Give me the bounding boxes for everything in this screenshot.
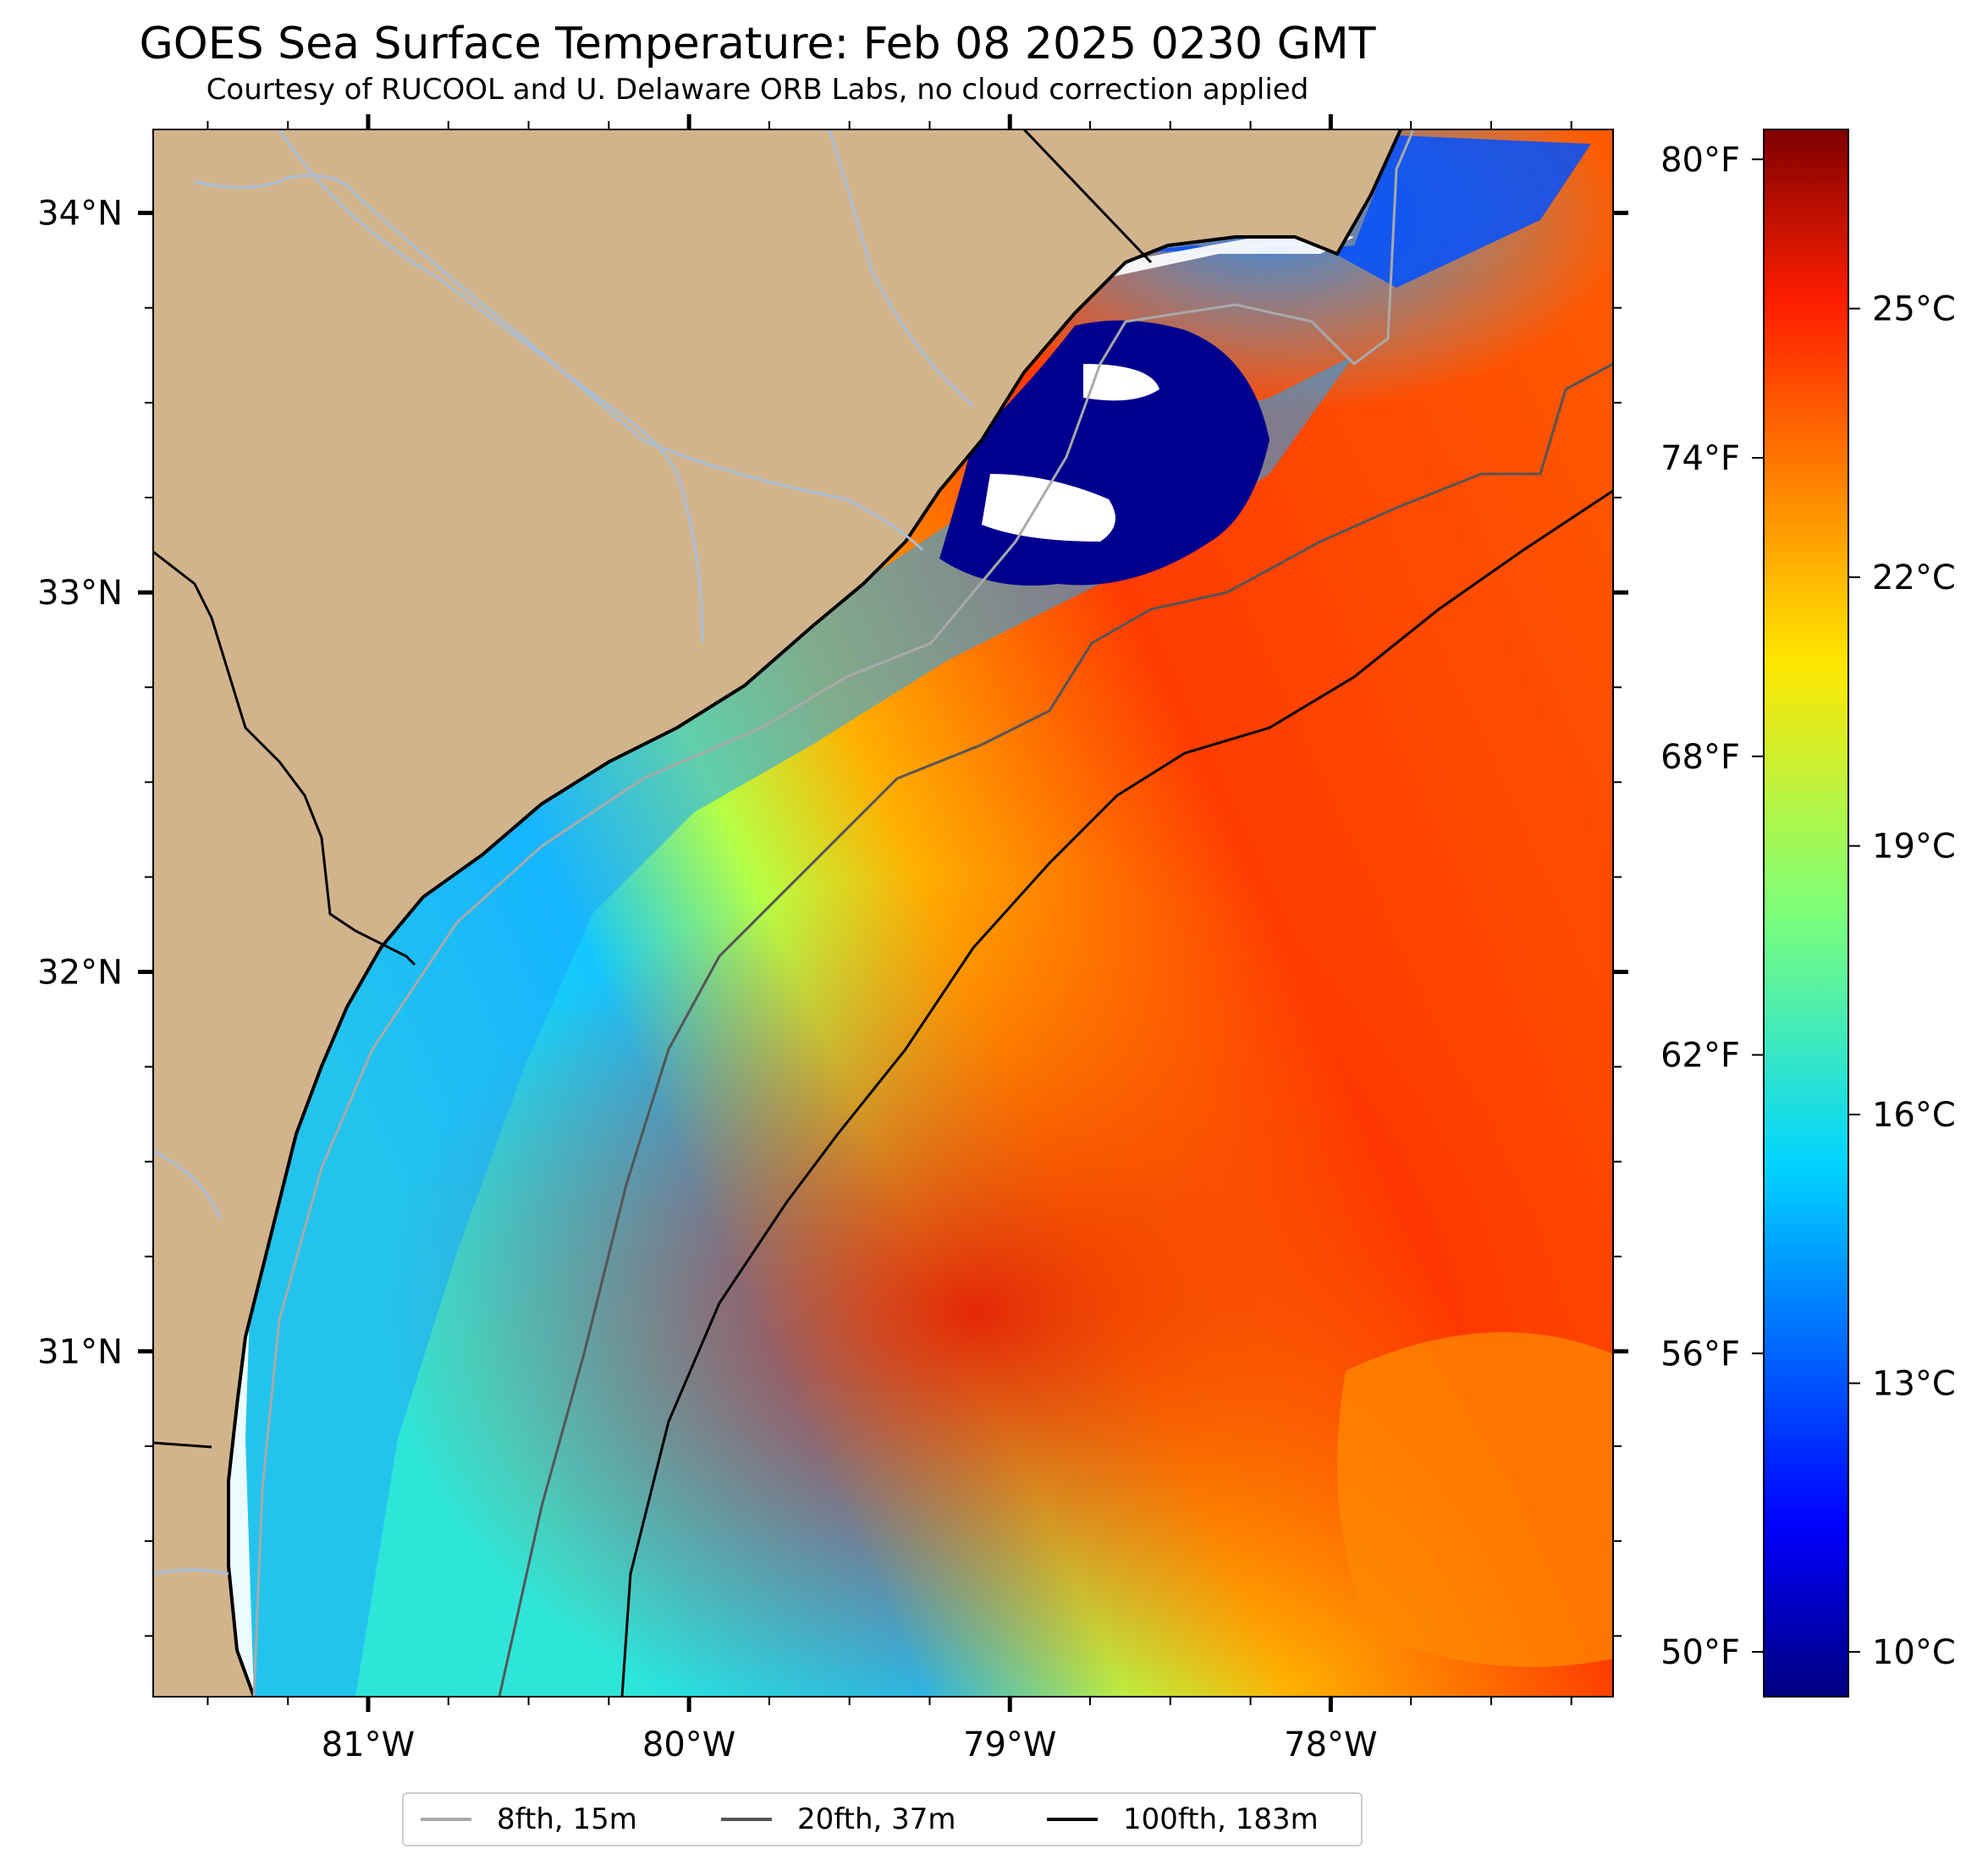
legend-swatch-100fth: [1047, 1818, 1098, 1821]
fahrenheit-tick-label: 62°F: [1660, 1037, 1740, 1076]
land-mass: [153, 129, 1401, 1697]
map-frame: [152, 129, 1614, 1698]
celsius-tick-label: 25°C: [1872, 290, 1956, 329]
colorbar: [1763, 129, 1849, 1698]
celsius-tick-label: 16°C: [1872, 1096, 1956, 1135]
fahrenheit-tick-label: 80°F: [1660, 140, 1740, 179]
rivers: [153, 129, 974, 1576]
colorbar-ticks: 25°C 22°C 19°C 16°C 13°C 10°C 80°F 74°F 68°F 62°F…: [1660, 140, 1956, 1672]
lat-tick-label: 31°N: [37, 1333, 123, 1372]
lon-tick-label: 81°W: [322, 1725, 415, 1764]
cold-nearshore-water: [1109, 135, 1591, 288]
isobath-legend: 8fth, 15m 20fth, 37m 100fth, 183m: [402, 1792, 1363, 1846]
legend-item-100fth: 100fth, 183m: [1047, 1794, 1319, 1845]
lon-tick-label: 78°W: [1284, 1725, 1377, 1764]
state-border-sc-ga: [153, 550, 416, 966]
legend-item-8fth: 8fth, 15m: [421, 1794, 637, 1845]
fahrenheit-tick-label: 68°F: [1660, 738, 1740, 777]
cloud-patch-upper: [1083, 364, 1159, 401]
warm-core: [381, 872, 1566, 1697]
lon-tick-label: 80°W: [642, 1725, 735, 1764]
celsius-tick-label: 13°C: [1872, 1365, 1956, 1404]
lon-tick-label: 79°W: [963, 1725, 1056, 1764]
fahrenheit-tick-label: 56°F: [1660, 1334, 1740, 1373]
legend-swatch-8fth: [421, 1818, 471, 1821]
legend-item-20fth: 20fth, 37m: [721, 1794, 956, 1845]
lat-tick-label: 32°N: [37, 954, 123, 993]
map-subtitle: Courtesy of RUCOOL and U. Delaware ORB L…: [206, 73, 1309, 107]
map-title: GOES Sea Surface Temperature: Feb 08 202…: [139, 19, 1376, 69]
fahrenheit-tick-label: 74°F: [1660, 439, 1740, 478]
legend-label-100fth: 100fth, 183m: [1123, 1802, 1319, 1836]
isobath-8fth: [252, 129, 1415, 1697]
fahrenheit-tick-label: 50°F: [1660, 1633, 1740, 1672]
cloud-patch-north: [982, 474, 1115, 542]
map-axes-ticks: 81°W 80°W 79°W 78°W 34°N 33°N 32°N 31°N: [37, 114, 1628, 1764]
lat-tick-label: 33°N: [37, 574, 123, 613]
legend-label-20fth: 20fth, 37m: [797, 1802, 956, 1836]
coastline: [227, 129, 1402, 1697]
legend-swatch-20fth: [721, 1818, 772, 1821]
map-panel: [153, 129, 1613, 1697]
celsius-tick-label: 19°C: [1872, 828, 1956, 867]
isobath-100fth: [620, 489, 1613, 1697]
celsius-tick-label: 22°C: [1872, 559, 1956, 597]
orange-patch-southeast: [1337, 1332, 1613, 1667]
celsius-tick-label: 10°C: [1872, 1633, 1956, 1672]
state-border-nc-sc: [1022, 129, 1153, 264]
lat-tick-label: 34°N: [37, 195, 123, 234]
isobath-20fth: [498, 362, 1613, 1697]
state-border-ga-fl: [153, 1441, 212, 1449]
legend-label-8fth: 8fth, 15m: [497, 1802, 637, 1836]
